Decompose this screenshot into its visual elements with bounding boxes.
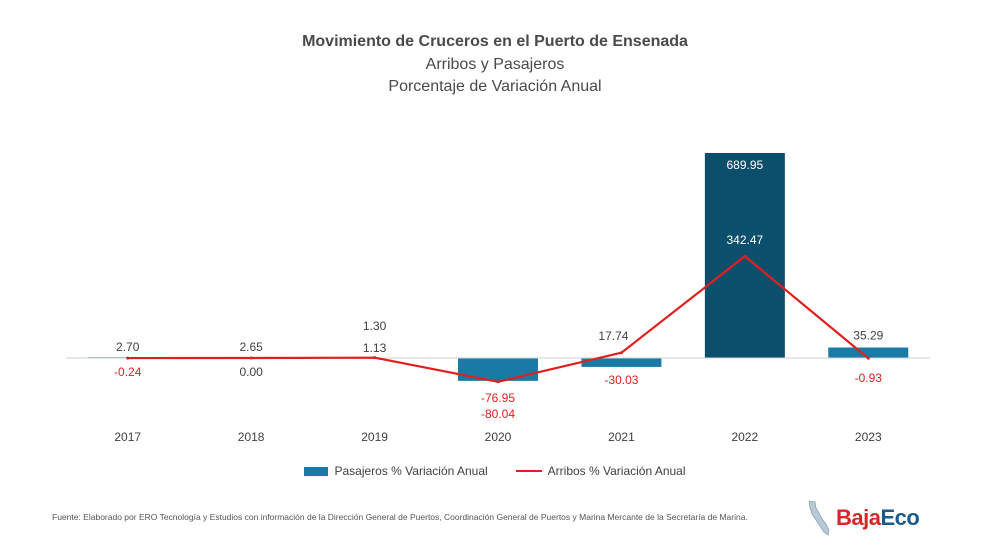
bajaeco-logo: BajaEco [806,498,946,538]
chart-titles: Movimiento de Cruceros en el Puerto de E… [0,30,990,98]
legend-swatch-line [515,470,542,472]
baja-california-map-icon [808,500,830,536]
x-tick-label-2018: 2018 [238,430,265,444]
x-tick-label-2019: 2019 [361,430,388,444]
line-label-2018: 0.00 [239,365,263,379]
bar-label-2019: 1.30 [363,319,387,333]
bar-label-2023: 35.29 [853,329,883,343]
chart-title: Movimiento de Cruceros en el Puerto de E… [302,33,688,50]
line-label-2017: -0.24 [114,365,142,379]
bar-label-2017: 2.70 [116,340,140,354]
line-label-2020: -80.04 [481,407,515,421]
line-label-2021: 17.74 [598,329,628,343]
chart-subtitle-2: Porcentaje de Variación Anual [388,78,602,95]
chart-subtitle: Arribos y Pasajeros [425,56,565,73]
legend-item-pasajeros: Pasajeros % Variación Anual [304,464,488,478]
bar-2023 [828,347,909,358]
bar-label-2022: 689.95 [727,158,764,172]
arribos-point-2017 [126,356,130,360]
bar-2021 [581,358,662,367]
bar-label-2018: 2.65 [239,340,263,354]
logo-text-eco: Eco [880,505,920,530]
combo-chart: 2.70 2.65 1.30 -76.95 -30.03 689.95 35.29 -0.24… [66,152,930,444]
legend-label-pasajeros: Pasajeros % Variación Anual [334,464,488,478]
line-label-2022: 342.47 [727,233,764,247]
legend-label-arribos: Arribos % Variación Anual [547,464,686,478]
legend-item-arribos: Arribos % Variación Anual [515,464,686,478]
arribos-point-2018 [249,356,253,360]
x-tick-label-2020: 2020 [485,430,512,444]
logo-text-baja: Baja [836,505,881,530]
legend-swatch-bar [304,466,329,476]
bar-label-2020: -76.95 [481,391,515,405]
bar-label-2021: -30.03 [604,373,638,387]
source-note: Fuente: Elaborado por ERO Tecnología y E… [52,512,748,522]
arribos-point-2021 [619,351,623,355]
line-label-2019: 1.13 [363,341,387,355]
arribos-point-2020 [496,380,500,384]
x-tick-label-2022: 2022 [732,430,759,444]
x-tick-label-2017: 2017 [114,430,141,444]
arribos-point-2019 [373,356,377,360]
x-tick-label-2021: 2021 [608,430,635,444]
arribos-point-2022 [743,254,747,258]
chart-legend: Pasajeros % Variación Anual Arribos % Va… [0,464,990,478]
line-label-2023: -0.93 [855,371,883,385]
x-tick-label-2023: 2023 [855,430,882,444]
bar-2020 [458,358,538,381]
arribos-point-2023 [866,356,870,360]
